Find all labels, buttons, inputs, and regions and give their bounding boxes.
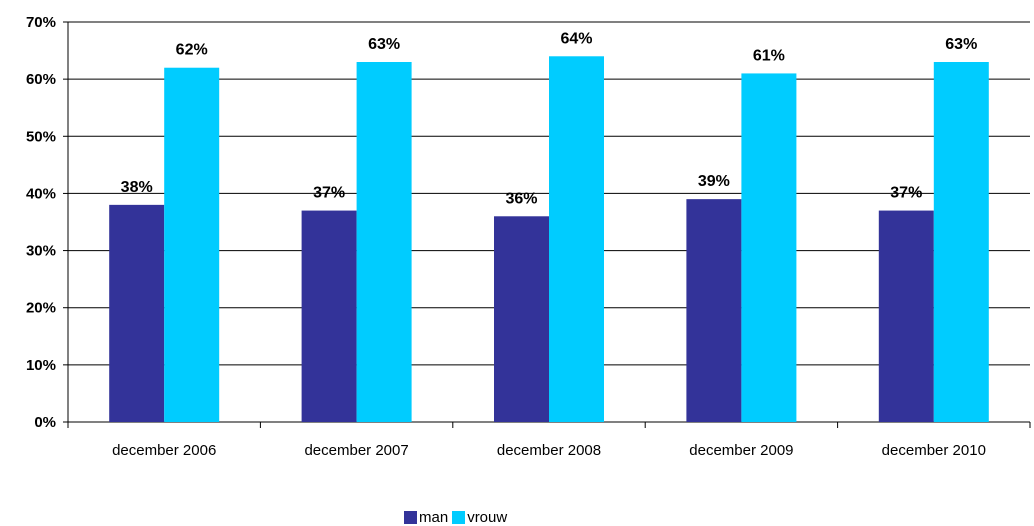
data-label-vrouw: 63% bbox=[368, 36, 400, 53]
data-label-man: 39% bbox=[698, 173, 730, 190]
bar-man bbox=[494, 216, 549, 422]
legend-item-vrouw: vrouw bbox=[452, 509, 507, 526]
data-label-vrouw: 62% bbox=[176, 42, 208, 59]
bar-vrouw bbox=[549, 56, 604, 423]
data-label-man: 36% bbox=[505, 190, 537, 207]
bar-man bbox=[301, 210, 357, 422]
category-label: december 2010 bbox=[882, 442, 986, 459]
data-label-vrouw: 61% bbox=[753, 47, 785, 64]
y-tick-label: 30% bbox=[26, 243, 56, 260]
legend-swatch bbox=[452, 511, 466, 524]
category-label: december 2006 bbox=[112, 442, 216, 459]
bar-vrouw bbox=[356, 62, 412, 422]
bar-man bbox=[109, 204, 165, 422]
bar-vrouw bbox=[933, 62, 989, 422]
category-label: december 2009 bbox=[689, 442, 793, 459]
bar-man bbox=[878, 210, 934, 422]
bar-vrouw bbox=[741, 73, 797, 422]
y-tick-label: 40% bbox=[26, 185, 56, 202]
y-tick-label: 0% bbox=[34, 414, 56, 431]
bar-vrouw bbox=[164, 67, 220, 422]
y-tick-label: 70% bbox=[26, 14, 56, 31]
data-label-man: 37% bbox=[313, 185, 345, 202]
data-label-man: 38% bbox=[121, 179, 153, 196]
legend-label: man bbox=[419, 509, 449, 526]
data-label-man: 37% bbox=[890, 185, 922, 202]
legend: man vrouw bbox=[404, 509, 511, 526]
y-tick-label: 10% bbox=[26, 357, 56, 374]
legend-item-man: man bbox=[404, 509, 448, 526]
category-label: december 2007 bbox=[304, 442, 408, 459]
legend-swatch bbox=[404, 511, 417, 524]
y-tick-label: 60% bbox=[26, 71, 56, 88]
y-tick-label: 50% bbox=[26, 128, 56, 145]
legend-label: vrouw bbox=[467, 509, 508, 526]
bar-man bbox=[686, 199, 742, 422]
data-label-vrouw: 64% bbox=[560, 30, 592, 47]
category-label: december 2008 bbox=[497, 442, 601, 459]
bar-chart: 0% 10% 20% 30% 40% 50% 60% 70% 38% 62% december 20… bbox=[26, 14, 1031, 459]
data-label-vrouw: 63% bbox=[945, 36, 977, 53]
y-tick-label: 20% bbox=[26, 300, 56, 317]
